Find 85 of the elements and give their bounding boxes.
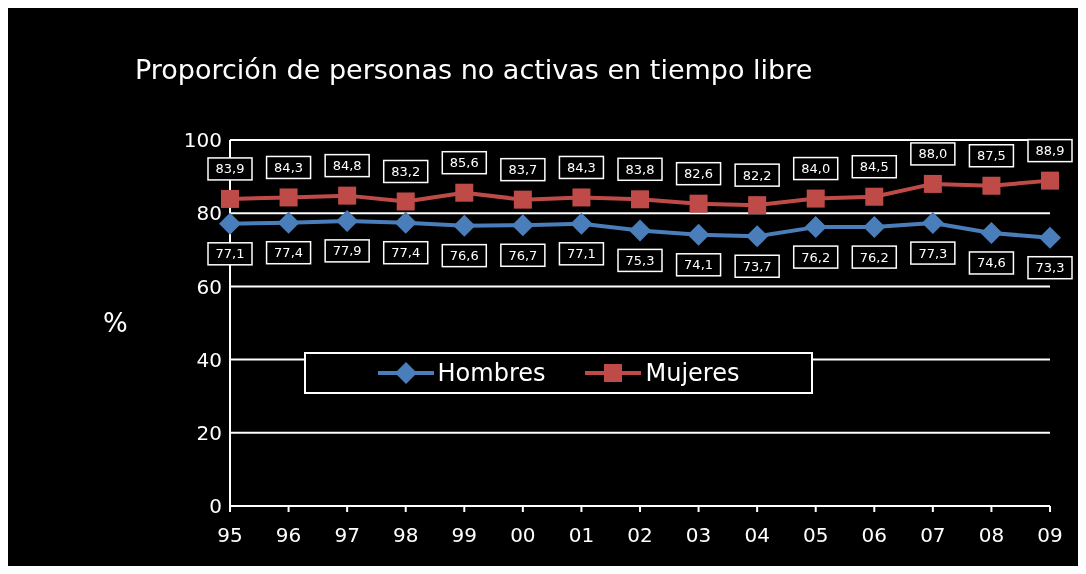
point: [629, 219, 651, 242]
point: [394, 211, 417, 234]
data-label: 75,3: [625, 252, 655, 268]
point: [806, 189, 825, 208]
data-label: 77,4: [274, 245, 304, 261]
data-label: 74,1: [684, 257, 714, 273]
data-label: 82,6: [684, 166, 714, 182]
point: [687, 223, 710, 246]
x-tick-label: 97: [334, 523, 360, 548]
x-tick-label: 05: [802, 523, 829, 548]
x-tick-label: 00: [510, 523, 536, 548]
y-tick-label: 20: [196, 420, 222, 445]
data-label: 77,9: [332, 243, 362, 259]
x-tick-label: 02: [627, 523, 653, 548]
point: [455, 183, 474, 202]
x-tick-label: 99: [451, 523, 478, 548]
data-label: 83,9: [215, 161, 245, 177]
data-label: 74,6: [976, 255, 1006, 271]
point: [863, 216, 886, 239]
point: [982, 176, 1001, 195]
point: [570, 212, 593, 235]
y-tick-label: 40: [196, 347, 222, 372]
point: [336, 209, 359, 232]
data-label: 84,3: [566, 159, 596, 175]
y-tick-label: 60: [196, 274, 222, 299]
data-label: 76,2: [859, 249, 889, 265]
point: [511, 214, 534, 237]
point: [804, 216, 827, 239]
chart-title: Proporción de personas no activas en tiempo libre: [135, 54, 813, 85]
point: [865, 187, 884, 206]
data-label: 76,7: [508, 247, 538, 263]
point: [746, 225, 769, 248]
point: [396, 192, 415, 211]
data-label: 83,2: [391, 163, 421, 179]
x-tick-label: 95: [217, 523, 243, 548]
point: [1041, 171, 1059, 190]
point: [279, 188, 298, 207]
data-label: 84,8: [332, 158, 362, 174]
data-label: 88,9: [1035, 143, 1065, 159]
point: [748, 196, 767, 215]
point: [921, 212, 944, 235]
data-label: 76,2: [801, 249, 831, 265]
x-tick-label: 09: [1037, 523, 1063, 548]
point: [221, 189, 239, 208]
y-tick-label: 80: [196, 201, 222, 226]
x-tick-label: 96: [275, 523, 302, 548]
data-label: 76,6: [449, 248, 479, 264]
data-label: 82,2: [742, 167, 772, 183]
data-label: 73,3: [1035, 260, 1065, 276]
data-label: 77,3: [918, 245, 948, 261]
x-tick-label: 01: [568, 523, 595, 548]
data-label: 87,5: [976, 148, 1006, 164]
point: [513, 190, 532, 209]
data-label: 84,3: [274, 159, 304, 175]
point: [338, 186, 357, 205]
point: [453, 214, 476, 237]
data-label: 83,7: [508, 162, 538, 178]
point: [219, 212, 241, 235]
data-label: 84,0: [801, 161, 831, 177]
point: [1039, 226, 1061, 249]
data-label: 77,4: [391, 245, 421, 261]
x-tick-label: 06: [861, 523, 888, 548]
legend-label: Mujeres: [645, 359, 740, 387]
data-label: 77,1: [566, 246, 596, 262]
data-label: 83,8: [625, 161, 655, 177]
x-tick-label: 04: [744, 523, 770, 548]
data-label: 84,5: [859, 159, 889, 175]
point: [980, 221, 1003, 244]
x-tick-label: 07: [920, 523, 946, 548]
y-tick-label: 100: [183, 128, 222, 153]
data-label: 73,7: [742, 258, 772, 274]
point: [277, 211, 300, 234]
point: [572, 188, 591, 207]
x-tick-label: 03: [685, 523, 712, 548]
data-label: 85,6: [449, 155, 479, 171]
x-tick-label: 98: [392, 523, 419, 548]
x-tick-label: 08: [978, 523, 1005, 548]
legend-label: Hombres: [437, 359, 546, 387]
point: [923, 174, 942, 193]
point: [689, 194, 708, 213]
point: [631, 190, 649, 209]
data-label: 88,0: [918, 146, 948, 162]
y-axis-title: %: [103, 308, 128, 339]
y-tick-label: 0: [209, 494, 222, 519]
data-label: 77,1: [215, 246, 245, 262]
